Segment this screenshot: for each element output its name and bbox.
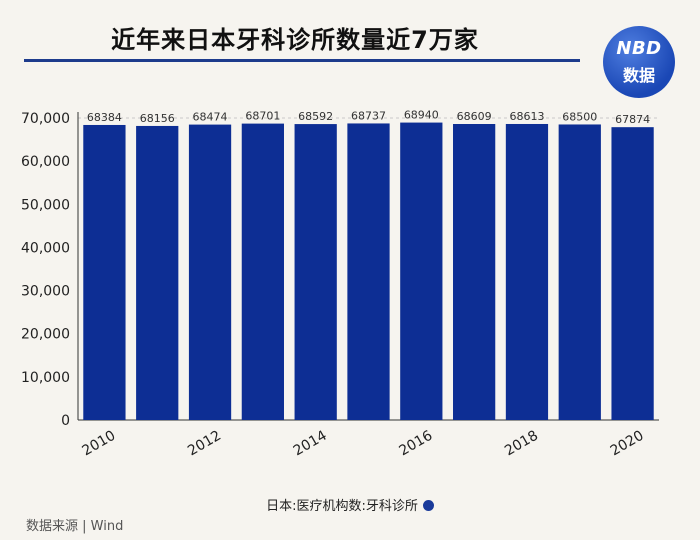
y-tick-label: 30,000 [21, 284, 70, 300]
bar [505, 123, 549, 420]
x-tick-label: 2012 [185, 428, 224, 460]
bar-value-label: 68156 [140, 112, 175, 125]
chart-legend: 日本:医疗机构数:牙科诊所 [0, 495, 700, 514]
bar [136, 125, 179, 421]
bar-chart: 0 10,000 20,000 30,000 40,000 50,000 60,000 70,… [21, 109, 659, 460]
logo-text-data: 数据 [622, 66, 655, 85]
y-tick-label: 20,000 [21, 327, 70, 343]
bar [83, 124, 126, 420]
y-tick-label: 0 [61, 413, 70, 429]
logo-text-nbd: NBD [616, 38, 662, 59]
title-underline [24, 59, 580, 62]
y-tick-label: 70,000 [21, 111, 70, 127]
bar [611, 127, 654, 420]
y-tick-label: 40,000 [21, 240, 70, 256]
bar-value-label: 68474 [193, 111, 228, 124]
chart-title: 近年来日本牙科诊所数量近7万家 [111, 26, 479, 54]
data-source: 数据来源 | Wind [26, 519, 124, 534]
y-tick-label: 10,000 [21, 370, 70, 386]
bar [453, 124, 496, 421]
bar-value-label: 68737 [351, 109, 386, 122]
y-tick-label: 50,000 [21, 197, 70, 213]
x-tick-label: 2018 [502, 428, 541, 460]
x-tick-label: 2014 [291, 428, 330, 460]
bar-value-label: 68592 [298, 110, 333, 123]
x-tick-label: 2010 [80, 428, 119, 460]
x-tick-label: 2020 [608, 428, 647, 460]
bar-value-label: 67874 [615, 113, 650, 126]
bar-value-label: 68701 [245, 110, 280, 123]
bar [294, 124, 337, 420]
bar [347, 123, 390, 420]
bar-value-label: 68500 [562, 110, 597, 123]
bar-value-label: 68384 [87, 111, 122, 124]
bar [558, 124, 601, 420]
bar-value-label: 68609 [457, 110, 492, 123]
legend-swatch [422, 500, 434, 511]
legend-label: 日本:医疗机构数:牙科诊所 [266, 499, 418, 514]
bar-value-label: 68940 [404, 109, 439, 122]
bar [188, 124, 232, 420]
y-tick-label: 60,000 [21, 154, 70, 170]
bar-value-label: 68613 [509, 110, 544, 123]
bar [400, 122, 443, 420]
nbd-logo: NBD 数据 [603, 26, 675, 98]
bar [241, 123, 284, 421]
x-tick-label: 2016 [396, 428, 435, 460]
